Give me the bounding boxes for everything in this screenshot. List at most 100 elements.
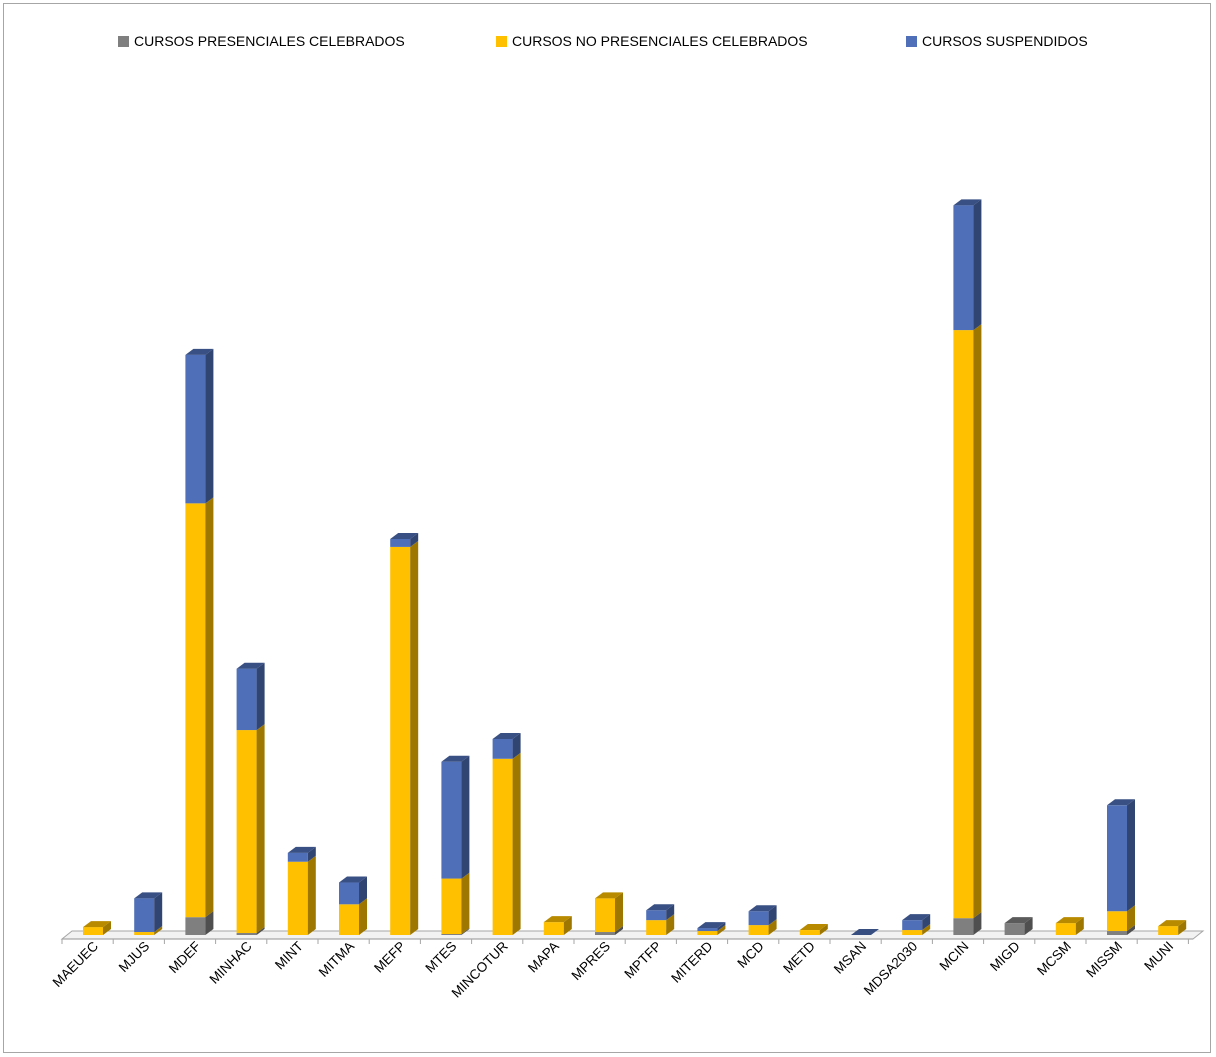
bar-side: [1127, 799, 1135, 912]
bar-segment-mptfp-s2: [646, 904, 675, 921]
legend-swatch-presenciales: [118, 35, 129, 47]
x-tick-label-mcin: MCIN: [937, 939, 972, 974]
bar-front: [134, 898, 155, 933]
bar-segment-mpres-s1: [595, 892, 623, 933]
bar-segment-mint-s1: [287, 855, 316, 935]
bar-segment-mcin-s1: [953, 324, 982, 919]
x-tick-label-metd: METD: [780, 938, 818, 976]
legend-item-suspendidos: CURSOS SUSPENDIDOS: [906, 33, 1088, 49]
x-tick-label-miterd: MITERD: [668, 938, 715, 985]
bar-side: [461, 872, 470, 935]
bar-top: [1107, 799, 1135, 806]
bar-side: [922, 924, 931, 935]
bar-front: [134, 932, 155, 935]
bar-front: [595, 898, 615, 933]
bar-segment-mdef-s0: [185, 911, 214, 935]
bar-side: [410, 540, 419, 935]
x-axis-labels: MAEUEC MJUS MDEF MINHAC MINT MITMA MEFP MTESMIN…: [50, 938, 1177, 1000]
bar-side: [256, 724, 265, 934]
bar-side: [1178, 920, 1187, 935]
bar-segment-mtes-s2: [441, 755, 470, 879]
x-tick-label-minhac: MINHAC: [206, 938, 254, 986]
bar-segment-mcsm-s1: [1055, 917, 1084, 935]
bar-front: [902, 920, 923, 931]
x-tick-label-mpres: MPRES: [569, 939, 614, 984]
bar-front: [646, 920, 667, 935]
bar-segment-mcd-s2: [748, 905, 777, 926]
bar-top: [799, 924, 828, 931]
bar-top: [543, 916, 572, 923]
bar-side: [410, 533, 419, 547]
bar-segment-maeuec-s1: [83, 921, 111, 935]
bar-segment-mdef-s1: [185, 497, 214, 918]
bar-top: [1158, 920, 1187, 927]
bar-top: [390, 533, 419, 539]
bar-front: [1107, 805, 1127, 912]
bar-side: [922, 914, 931, 931]
bar-top: [339, 876, 367, 883]
bar-side: [666, 914, 675, 935]
bar-front: [236, 933, 257, 935]
x-tick-label-muni: MUNI: [1141, 939, 1176, 974]
bar-side: [205, 911, 214, 935]
bar-side: [563, 916, 572, 935]
bar-segment-missm-s2: [1107, 799, 1135, 912]
bar-segment-mdef-s2: [185, 348, 214, 504]
bar-top: [492, 732, 521, 739]
bar-side: [512, 752, 521, 935]
bar-side: [307, 855, 316, 935]
bar-side: [307, 846, 316, 862]
bar-top: [1004, 917, 1033, 924]
bar-front: [185, 917, 206, 935]
bar-segment-mcin-s2: [953, 199, 982, 331]
x-tick-label-mefp: MEFP: [371, 939, 408, 976]
bar-side: [461, 755, 470, 879]
bar-segment-mptfp-s1: [646, 914, 675, 935]
bar-side: [1127, 925, 1135, 935]
bar-segment-mtes-s0: [441, 928, 470, 935]
bar-front: [953, 918, 974, 935]
bar-front: [1004, 923, 1025, 935]
bar-segment-missm-s0: [1107, 925, 1135, 935]
bar-segment-mitma-s2: [339, 876, 367, 905]
bar-segment-muni-s1: [1158, 920, 1187, 935]
x-tick-label-missm: MISSM: [1083, 939, 1125, 981]
x-tick-label-msan: MSAN: [831, 939, 869, 977]
bar-front: [799, 930, 820, 935]
bar-segment-mcd-s1: [748, 919, 777, 935]
bar-side: [154, 892, 163, 933]
bar-segment-mincotur-s1: [492, 752, 521, 935]
bar-side: [717, 925, 726, 935]
bar-side: [359, 898, 367, 935]
legend-label-no-presenciales: CURSOS NO PRESENCIALES CELEBRADOS: [512, 33, 808, 49]
bar-front: [185, 354, 206, 504]
bar-side: [461, 928, 470, 935]
bar-top: [595, 892, 623, 899]
bar-top: [953, 199, 982, 206]
bar-segment-mefp-s2: [390, 533, 419, 547]
x-tick-label-mapa: MAPA: [525, 939, 562, 976]
bar-segment-mefp-s1: [390, 540, 419, 935]
bar-side: [768, 905, 777, 926]
bar-segment-minhac-s2: [236, 662, 265, 731]
legend-item-presenciales: CURSOS PRESENCIALES CELEBRADOS: [118, 33, 405, 49]
bar-front: [1055, 923, 1076, 935]
bar-empty-msan: [851, 929, 879, 935]
bar-top: [185, 348, 214, 355]
bar-side: [973, 912, 982, 935]
bar-front: [543, 922, 564, 935]
bar-front: [236, 730, 257, 934]
x-tick-label-migd: MIGD: [987, 938, 1023, 974]
bar-side: [666, 904, 675, 921]
bar-front: [339, 904, 359, 935]
bar-side: [256, 927, 265, 935]
bar-segment-miterd-s1: [697, 925, 726, 935]
bar-front: [441, 761, 462, 879]
legend-label-suspendidos: CURSOS SUSPENDIDOS: [922, 33, 1088, 49]
x-tick-label-mdsa2030: MDSA2030: [861, 939, 920, 998]
bar-side: [819, 924, 828, 935]
x-tick-label-mdef: MDEF: [166, 939, 204, 977]
x-tick-label-mptfp: MPTFP: [621, 939, 664, 982]
bar-side: [1075, 917, 1084, 935]
